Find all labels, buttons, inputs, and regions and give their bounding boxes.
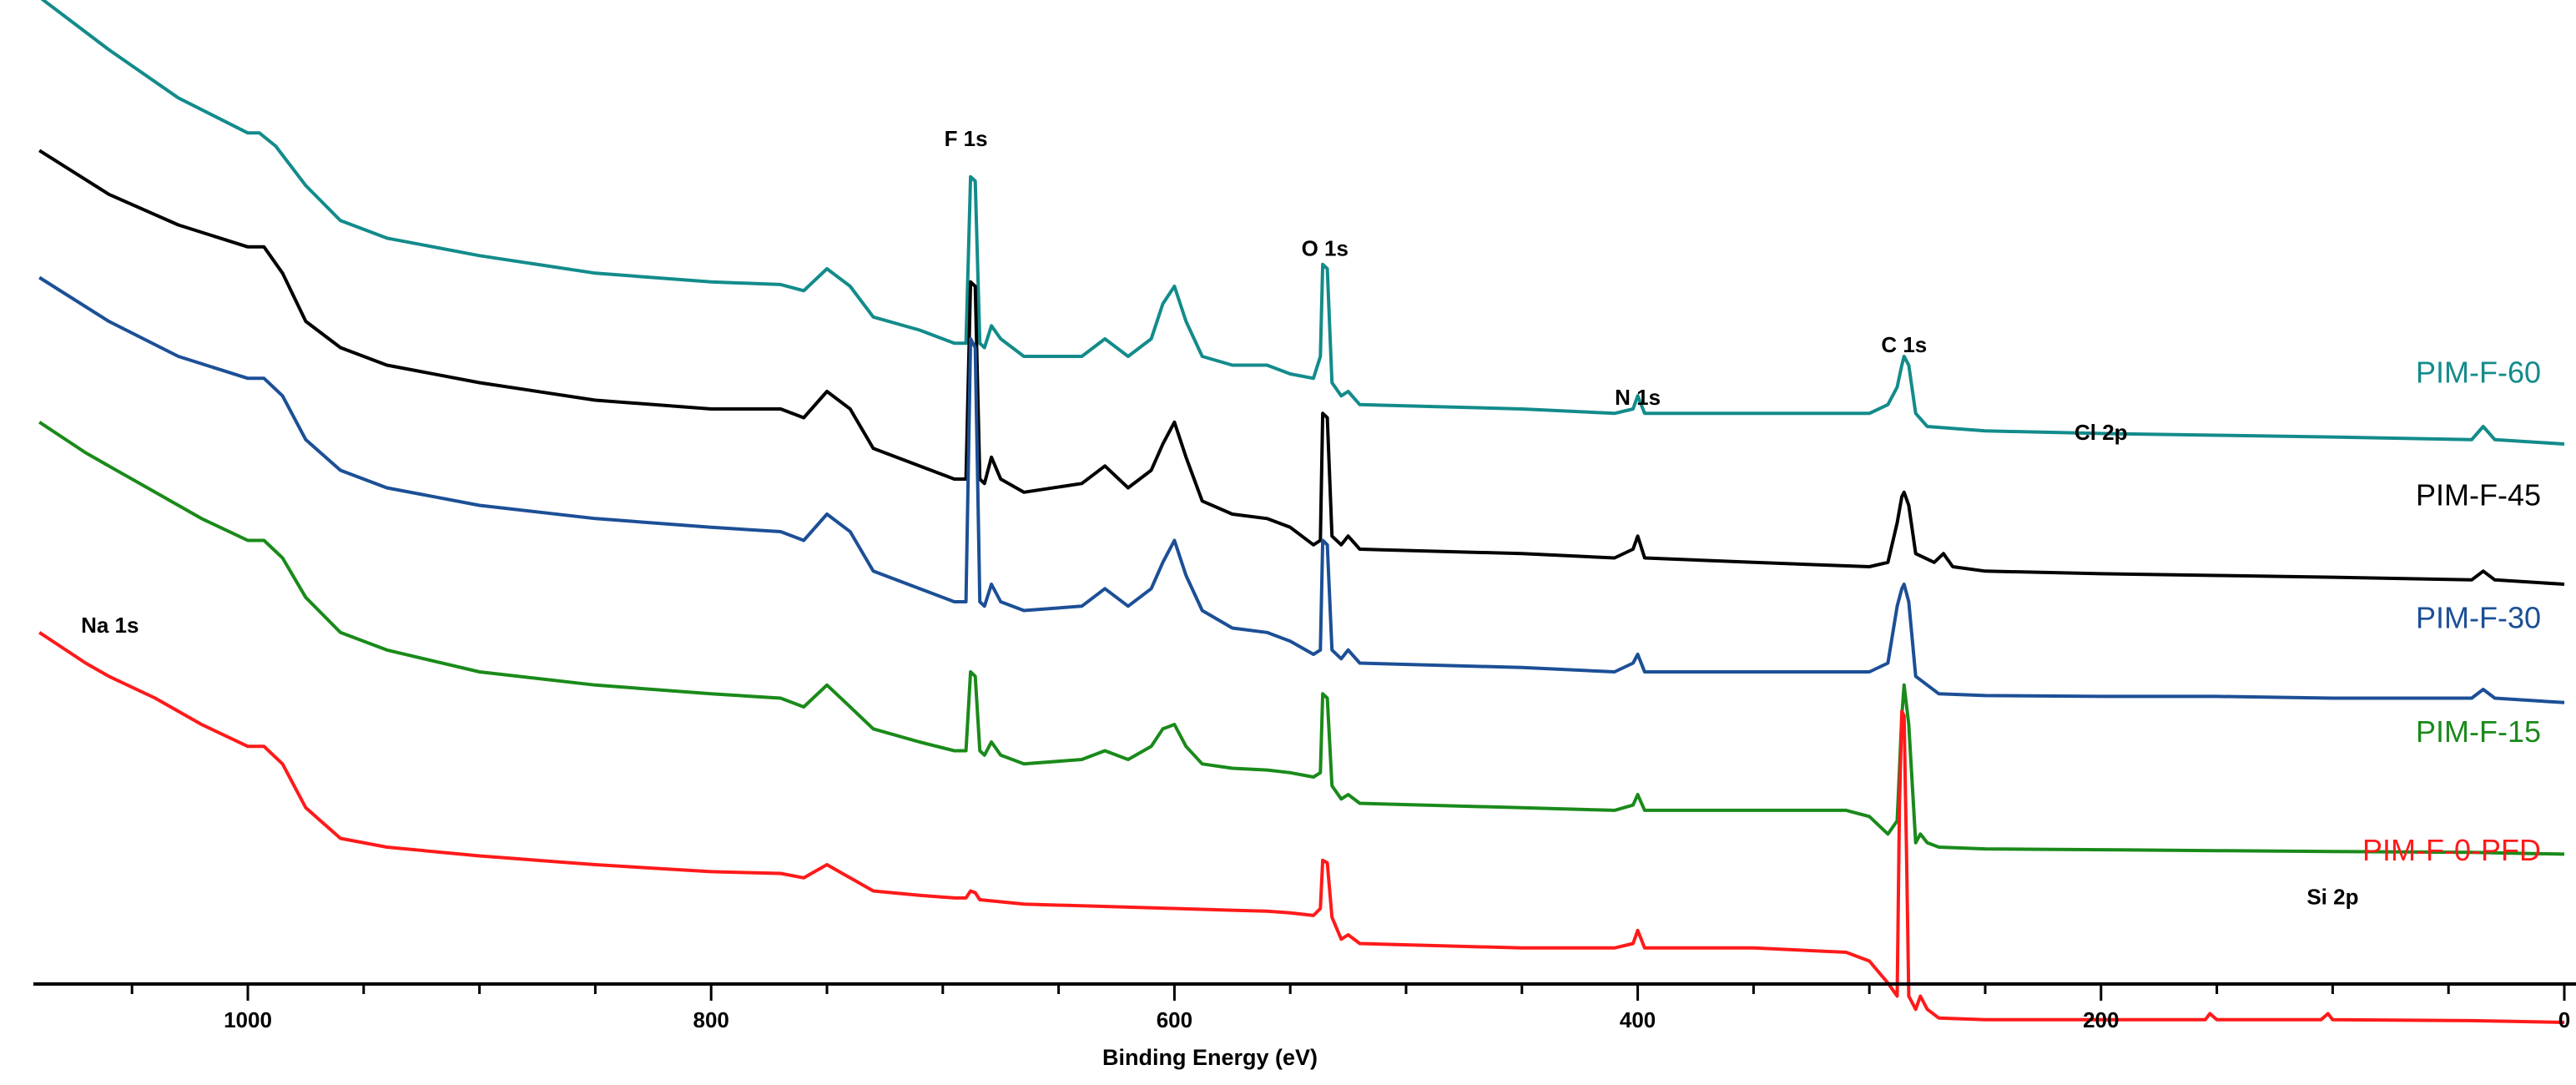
- series-line-pim-f-0-pfd: [38, 631, 2565, 1024]
- peak-label-o-1s: O 1s: [1302, 235, 1348, 260]
- series-line-pim-f-60: [40, 0, 2565, 446]
- x-axis-ticks: 1000 800 600 400 200 0: [130, 984, 2570, 1032]
- series-label-pim-f-0-pfd: PIM-F-0-PFD: [2362, 833, 2541, 867]
- series-line-pim-f-30: [38, 275, 2565, 704]
- peak-labels: Na 1s F 1s O 1s N 1s C 1s Cl 2p Si 2p: [81, 126, 2358, 909]
- series-line-pim-f-45: [38, 149, 2565, 586]
- series-label-pim-f-30: PIM-F-30: [2416, 601, 2541, 635]
- x-tick-label: 800: [693, 1007, 729, 1032]
- series-line-pim-f-15: [38, 421, 2565, 856]
- x-tick-label: 0: [2558, 1007, 2570, 1032]
- x-tick-label: 1000: [224, 1007, 272, 1032]
- peak-label-si-2p: Si 2p: [2306, 884, 2358, 909]
- series-label-pim-f-15: PIM-F-15: [2416, 714, 2541, 749]
- spectra-curves: [38, 0, 2565, 1024]
- series-label-pim-f-60: PIM-F-60: [2416, 356, 2541, 390]
- peak-label-cl-2p: Cl 2p: [2074, 420, 2128, 445]
- peak-label-f-1s: F 1s: [945, 126, 988, 151]
- x-axis: 1000 800 600 400 200 0 Binding Energy (eV): [33, 982, 2576, 1070]
- x-tick-label: 400: [1620, 1007, 1656, 1032]
- x-tick-label: 600: [1157, 1007, 1192, 1032]
- series-label-pim-f-45: PIM-F-45: [2416, 478, 2541, 512]
- peak-label-c-1s: C 1s: [1881, 332, 1927, 357]
- x-axis-title: Binding Energy (eV): [1102, 1045, 1318, 1070]
- x-tick-label: 200: [2083, 1007, 2119, 1032]
- peak-label-na-1s: Na 1s: [81, 613, 139, 638]
- series-labels: PIM-F-60 PIM-F-45 PIM-F-30 PIM-F-15 PIM-F-0-…: [2362, 356, 2541, 867]
- peak-label-n-1s: N 1s: [1615, 385, 1661, 410]
